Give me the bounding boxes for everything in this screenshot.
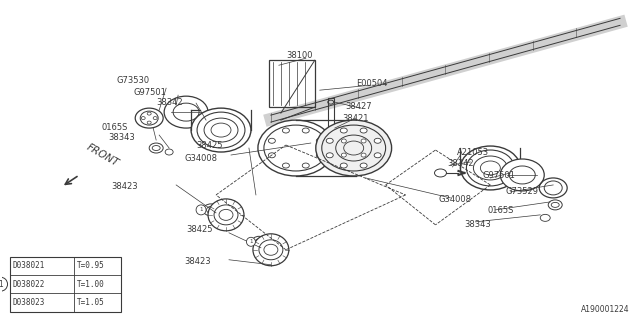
- Ellipse shape: [361, 139, 366, 143]
- Ellipse shape: [203, 204, 219, 216]
- Bar: [328, 98, 333, 155]
- Text: 1: 1: [199, 207, 203, 212]
- Ellipse shape: [191, 108, 251, 152]
- Ellipse shape: [374, 138, 381, 143]
- Text: 38427: 38427: [346, 102, 372, 111]
- Text: 38425: 38425: [186, 225, 212, 234]
- Text: 38423: 38423: [111, 182, 138, 191]
- Text: T=1.05: T=1.05: [77, 298, 105, 307]
- Text: G34008: G34008: [438, 196, 472, 204]
- Text: 38343: 38343: [108, 132, 135, 141]
- Ellipse shape: [361, 153, 366, 157]
- Ellipse shape: [164, 96, 208, 128]
- Ellipse shape: [316, 120, 392, 176]
- Text: G97501: G97501: [483, 172, 515, 180]
- Ellipse shape: [360, 163, 367, 168]
- Text: 38342: 38342: [156, 98, 183, 107]
- Ellipse shape: [302, 128, 309, 133]
- Ellipse shape: [316, 138, 323, 143]
- Ellipse shape: [252, 236, 266, 247]
- Ellipse shape: [316, 153, 323, 158]
- Text: T=0.95: T=0.95: [77, 261, 105, 270]
- Ellipse shape: [268, 138, 275, 143]
- Ellipse shape: [374, 153, 381, 158]
- Text: 38425: 38425: [196, 140, 223, 149]
- Ellipse shape: [253, 234, 289, 266]
- Ellipse shape: [268, 153, 275, 158]
- Ellipse shape: [282, 128, 289, 133]
- Text: 38100: 38100: [286, 51, 312, 60]
- Text: D038021: D038021: [13, 261, 45, 270]
- Ellipse shape: [258, 120, 333, 176]
- Bar: [269, 60, 315, 107]
- Ellipse shape: [326, 153, 333, 158]
- Text: 38423: 38423: [184, 257, 211, 266]
- Ellipse shape: [282, 163, 289, 168]
- Ellipse shape: [340, 128, 348, 133]
- Circle shape: [196, 205, 206, 215]
- Text: E00504: E00504: [356, 79, 387, 88]
- Ellipse shape: [341, 153, 346, 157]
- Text: D038022: D038022: [13, 280, 45, 289]
- Text: G34008: G34008: [184, 154, 217, 163]
- Text: 38421: 38421: [342, 114, 369, 123]
- Circle shape: [246, 237, 255, 246]
- Text: 38342: 38342: [447, 159, 474, 169]
- Ellipse shape: [460, 146, 520, 190]
- Text: 1: 1: [249, 239, 253, 244]
- Bar: [10, 257, 121, 312]
- Ellipse shape: [500, 159, 544, 191]
- Text: G73530: G73530: [116, 76, 149, 85]
- Text: 1: 1: [0, 280, 3, 289]
- Circle shape: [0, 277, 8, 291]
- Text: FRONT: FRONT: [84, 143, 120, 169]
- Ellipse shape: [208, 199, 244, 231]
- Ellipse shape: [340, 163, 348, 168]
- Text: A190001224: A190001224: [581, 305, 630, 314]
- Text: D038023: D038023: [13, 298, 45, 307]
- Ellipse shape: [326, 138, 333, 143]
- Text: T=1.00: T=1.00: [77, 280, 105, 289]
- Ellipse shape: [341, 139, 346, 143]
- Text: 38343: 38343: [465, 220, 491, 229]
- Text: 0165S: 0165S: [488, 206, 514, 215]
- Text: A21053: A21053: [456, 148, 488, 156]
- Text: 0165S: 0165S: [101, 123, 127, 132]
- Ellipse shape: [302, 163, 309, 168]
- Text: G97501: G97501: [133, 88, 166, 97]
- Ellipse shape: [360, 128, 367, 133]
- Text: G73529: G73529: [506, 188, 538, 196]
